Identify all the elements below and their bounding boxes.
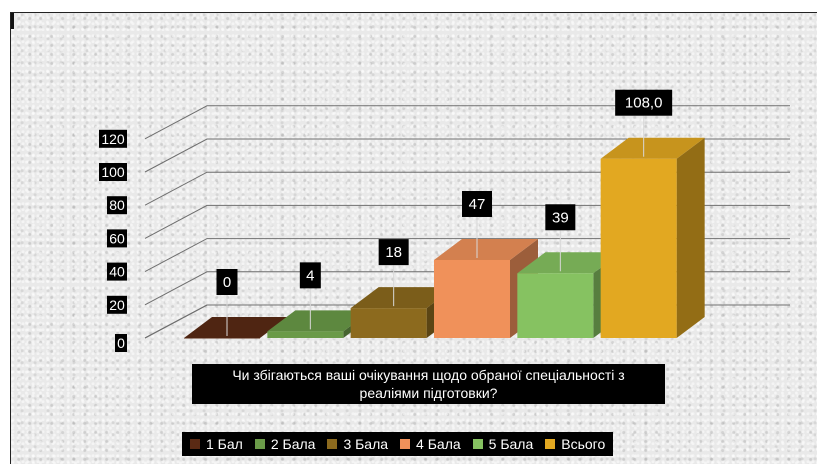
- y-tick-bg: [115, 334, 127, 352]
- y-tick-bg: [107, 229, 127, 248]
- y-tick-bg: [99, 129, 127, 148]
- bar-top: [434, 238, 538, 260]
- legend-swatch: [254, 439, 265, 449]
- legend-swatch: [472, 439, 483, 449]
- legend-item: 4 Бала: [400, 436, 461, 452]
- data-label: 47: [469, 196, 486, 213]
- bar-top: [184, 317, 288, 338]
- y-tick-bg: [99, 163, 127, 181]
- data-label: 0: [223, 274, 231, 291]
- bar-front: [267, 331, 344, 338]
- y-tick-label: 20: [109, 297, 125, 313]
- bar-layer: [184, 137, 705, 339]
- grid-layer: [144, 105, 790, 339]
- y-tick-label: 120: [101, 131, 125, 147]
- legend-swatch: [400, 439, 411, 449]
- bar-front: [517, 273, 594, 338]
- legend-item: Всього: [545, 436, 605, 452]
- legend-swatch: [327, 439, 338, 449]
- y-tick-bg: [107, 262, 127, 281]
- legend-swatch: [190, 439, 200, 449]
- bar-front: [350, 308, 427, 338]
- y-tick-label: 40: [109, 264, 125, 280]
- data-label-bg: [545, 204, 576, 231]
- legend-item: 1 Бал: [190, 436, 243, 452]
- legend-label: 3 Бала: [343, 436, 389, 452]
- bar-1: [184, 317, 288, 339]
- data-label: 4: [306, 267, 314, 284]
- label-layer: 0 4 18 47 39 108,0: [216, 89, 673, 336]
- gridline: [144, 105, 790, 140]
- bar-3: [350, 287, 455, 338]
- bar-top: [517, 252, 622, 274]
- bar-top: [600, 137, 705, 159]
- corner-mark: [11, 13, 14, 29]
- data-label-bg: [216, 269, 238, 295]
- legend-label: 4 Бала: [416, 436, 461, 452]
- x-axis-title-line-2: реаліями підготовки?: [359, 385, 498, 401]
- data-label-bg: [299, 262, 321, 289]
- bar-front: [434, 259, 510, 338]
- legend-item: 2 Бала: [254, 436, 316, 452]
- x-axis-title: Чи збігаються ваші очікування щодо обран…: [192, 364, 665, 404]
- data-label: 39: [552, 209, 569, 226]
- legend: 1 Бал 2 Бала 3 Бала 4 Бала 5 Бала Всього: [182, 432, 614, 456]
- bar-front: [600, 158, 677, 338]
- y-tick-label: 60: [109, 230, 125, 246]
- y-tick-label: 0: [117, 335, 125, 351]
- gridline: [144, 238, 790, 273]
- y-tick-bg: [107, 196, 127, 215]
- data-label-bg: [378, 239, 409, 266]
- legend-label: 5 Бала: [488, 436, 534, 452]
- gridline: [144, 171, 790, 206]
- legend-label: 2 Бала: [270, 436, 316, 452]
- legend-item: 3 Бала: [327, 436, 388, 452]
- data-label-bg: [615, 89, 673, 116]
- bar-front: [184, 338, 260, 339]
- gridline: [144, 204, 790, 239]
- legend-swatch: [545, 439, 556, 449]
- y-tick-label: 80: [109, 197, 125, 213]
- bar-6: [600, 137, 705, 338]
- data-label-bg: [462, 190, 492, 217]
- y-tick-bg: [107, 295, 127, 314]
- ytick-layer: 0 20 40 60 80 100 120: [99, 129, 127, 352]
- y-tick-label: 100: [101, 164, 125, 180]
- gridline: [144, 138, 790, 173]
- legend-label: Всього: [561, 436, 606, 452]
- data-label: 108,0: [625, 95, 663, 112]
- bar-side: [676, 137, 705, 338]
- legend-label: 1 Бал: [206, 436, 243, 452]
- legend-item: 5 Бала: [472, 436, 534, 452]
- x-axis-title-line-1: Чи збігаються ваші очікування щодо обран…: [232, 367, 625, 383]
- data-label: 18: [385, 244, 402, 261]
- bar-top: [267, 310, 372, 332]
- bar-top: [350, 287, 455, 309]
